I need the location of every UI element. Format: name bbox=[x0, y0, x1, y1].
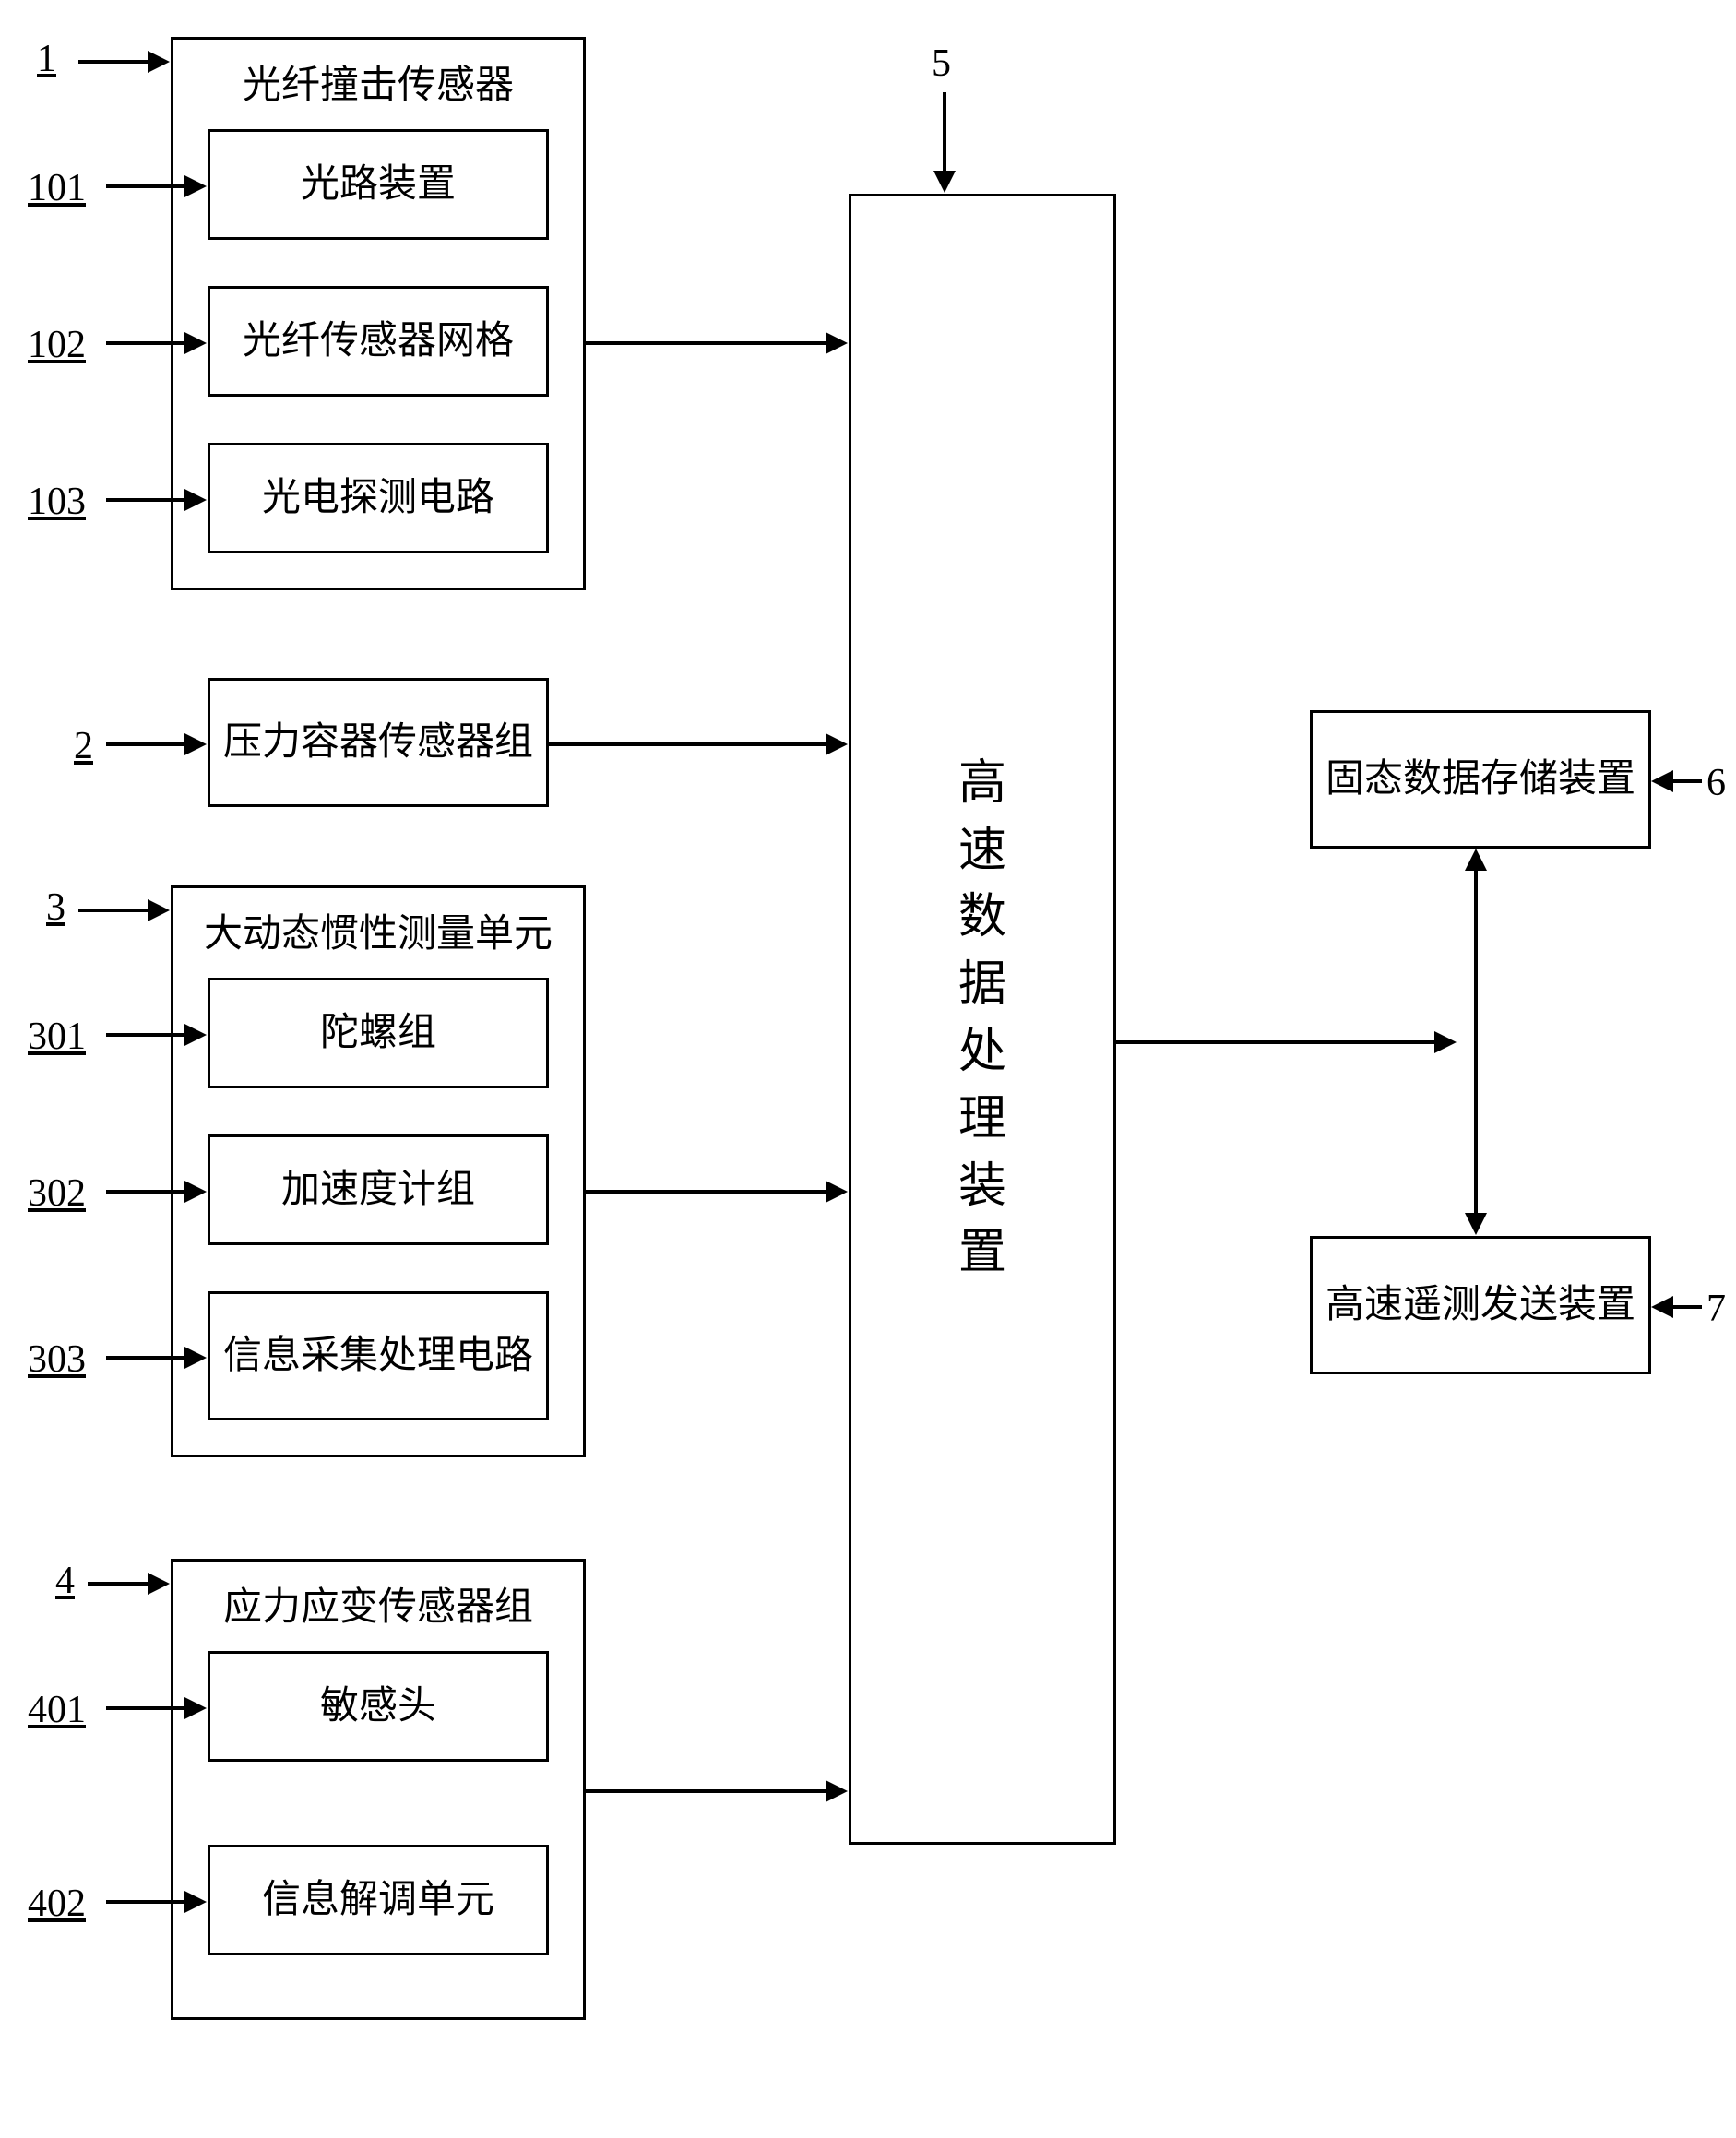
arrow-head-302 bbox=[184, 1181, 207, 1203]
arrow-line-1to5 bbox=[586, 341, 830, 345]
arrow-head-402 bbox=[184, 1891, 207, 1913]
arrow-head-4to5 bbox=[826, 1780, 848, 1802]
label-402: 402 bbox=[28, 1882, 86, 1926]
box-text-101: 光路装置 bbox=[293, 152, 463, 218]
box-text-302: 加速度计组 bbox=[274, 1158, 482, 1223]
group-title-4: 应力应变传感器组 bbox=[173, 1575, 583, 1632]
arrow-head-67d bbox=[1465, 1213, 1487, 1235]
arrow-line-2to5 bbox=[549, 742, 830, 746]
label-102: 102 bbox=[28, 323, 86, 367]
arrow-line-2 bbox=[106, 742, 189, 746]
arrow-line-5out bbox=[1116, 1040, 1439, 1044]
box-5: 高速数据处理装置 bbox=[849, 194, 1116, 1845]
label-301: 301 bbox=[28, 1015, 86, 1059]
arrow-line-303 bbox=[106, 1356, 189, 1360]
arrow-line-5v bbox=[943, 92, 946, 175]
arrow-line-301 bbox=[106, 1033, 189, 1037]
arrow-head-401 bbox=[184, 1697, 207, 1719]
arrow-head-1 bbox=[148, 51, 170, 73]
arrow-head-3 bbox=[148, 899, 170, 921]
box-text-102: 光纤传感器网格 bbox=[235, 309, 521, 374]
group-title-1: 光纤撞击传感器 bbox=[173, 53, 583, 110]
box-text-2: 压力容器传感器组 bbox=[216, 710, 541, 776]
box-402: 信息解调单元 bbox=[208, 1845, 549, 1955]
box-103: 光电探测电路 bbox=[208, 443, 549, 553]
arrow-head-4 bbox=[148, 1573, 170, 1595]
label-6: 6 bbox=[1706, 761, 1726, 805]
box-302: 加速度计组 bbox=[208, 1134, 549, 1245]
arrow-line-101 bbox=[106, 184, 189, 188]
arrow-line-6 bbox=[1670, 779, 1702, 783]
box-text-401: 敏感头 bbox=[313, 1674, 444, 1740]
arrow-head-7 bbox=[1651, 1296, 1673, 1318]
label-7: 7 bbox=[1706, 1287, 1726, 1331]
arrow-head-67u bbox=[1465, 849, 1487, 871]
arrow-line-102 bbox=[106, 341, 189, 345]
label-302: 302 bbox=[28, 1171, 86, 1216]
arrow-line-67v bbox=[1474, 867, 1478, 1217]
box-text-301: 陀螺组 bbox=[313, 1001, 444, 1066]
arrow-head-301 bbox=[184, 1024, 207, 1046]
label-4: 4 bbox=[55, 1559, 75, 1603]
arrow-line-401 bbox=[106, 1706, 189, 1710]
label-2: 2 bbox=[74, 724, 93, 768]
arrow-line-7 bbox=[1670, 1305, 1702, 1309]
arrow-line-4 bbox=[88, 1582, 152, 1586]
label-303: 303 bbox=[28, 1337, 86, 1382]
arrow-head-103 bbox=[184, 489, 207, 511]
box-301: 陀螺组 bbox=[208, 978, 549, 1088]
box-2: 压力容器传感器组 bbox=[208, 678, 549, 807]
arrow-head-303 bbox=[184, 1347, 207, 1369]
box-text-402: 信息解调单元 bbox=[255, 1868, 502, 1933]
arrow-head-5 bbox=[933, 171, 956, 193]
arrow-line-402 bbox=[106, 1900, 189, 1904]
box-text-103: 光电探测电路 bbox=[255, 466, 502, 531]
arrow-head-6 bbox=[1651, 770, 1673, 792]
box-text-303: 信息采集处理电路 bbox=[216, 1324, 541, 1389]
arrow-head-101 bbox=[184, 175, 207, 197]
arrow-line-1 bbox=[78, 60, 152, 64]
label-5: 5 bbox=[932, 42, 951, 86]
arrow-head-5out bbox=[1434, 1031, 1457, 1053]
box-6: 固态数据存储装置 bbox=[1310, 710, 1651, 849]
group-title-3: 大动态惯性测量单元 bbox=[173, 902, 583, 958]
arrow-head-2to5 bbox=[826, 733, 848, 755]
box-7: 高速遥测发送装置 bbox=[1310, 1236, 1651, 1374]
arrow-head-2 bbox=[184, 733, 207, 755]
box-text-5: 高速数据处理装置 bbox=[927, 732, 1038, 1306]
label-1: 1 bbox=[37, 37, 56, 81]
label-3: 3 bbox=[46, 885, 65, 930]
box-303: 信息采集处理电路 bbox=[208, 1291, 549, 1420]
arrow-line-103 bbox=[106, 498, 189, 502]
label-401: 401 bbox=[28, 1688, 86, 1732]
arrow-head-3to5 bbox=[826, 1181, 848, 1203]
label-101: 101 bbox=[28, 166, 86, 210]
arrow-head-1to5 bbox=[826, 332, 848, 354]
box-text-7: 高速遥测发送装置 bbox=[1318, 1273, 1643, 1338]
label-103: 103 bbox=[28, 480, 86, 524]
arrow-line-3 bbox=[78, 909, 152, 912]
arrow-line-4to5 bbox=[586, 1789, 830, 1793]
box-102: 光纤传感器网格 bbox=[208, 286, 549, 397]
arrow-line-3to5 bbox=[586, 1190, 830, 1194]
box-101: 光路装置 bbox=[208, 129, 549, 240]
arrow-line-302 bbox=[106, 1190, 189, 1194]
box-text-6: 固态数据存储装置 bbox=[1318, 747, 1643, 813]
arrow-head-102 bbox=[184, 332, 207, 354]
box-401: 敏感头 bbox=[208, 1651, 549, 1762]
